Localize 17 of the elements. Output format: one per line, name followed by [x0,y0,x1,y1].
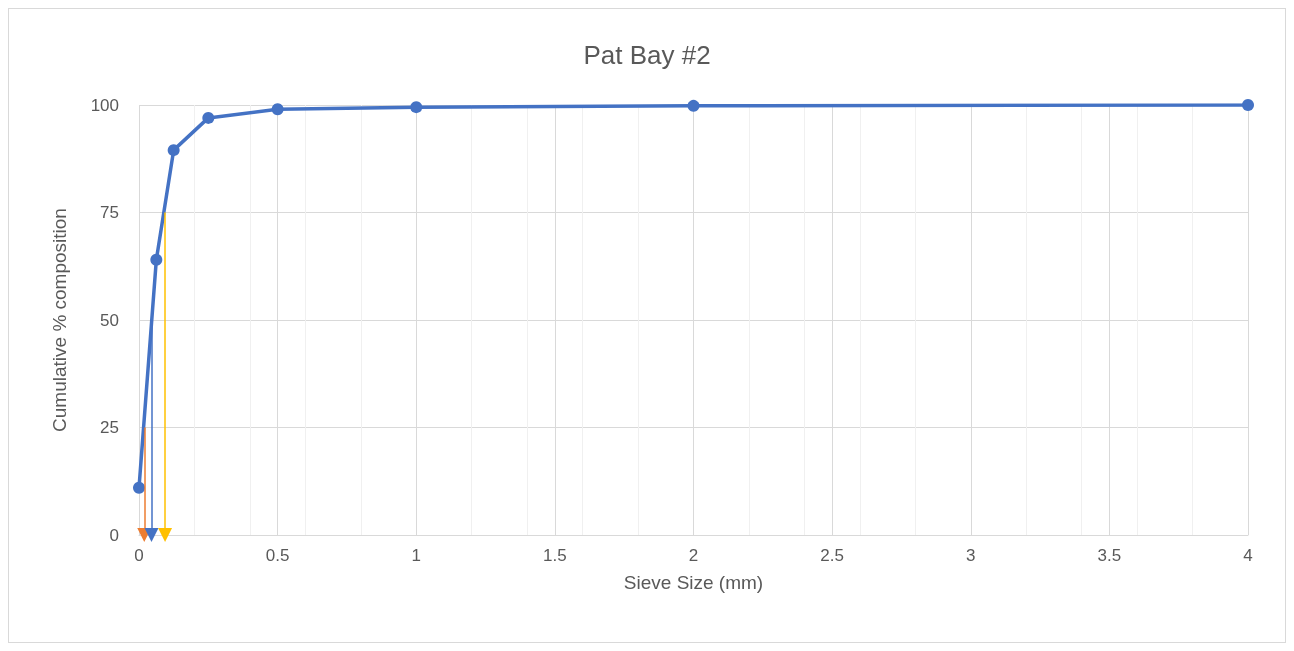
y-tick-label: 100 [90,95,119,115]
x-tick-label: 0.5 [265,546,290,565]
y-axis-title: Cumulative % composition [49,208,70,432]
y-tick-label: 25 [100,418,119,437]
y-tick-label: 75 [100,203,119,222]
x-tick-label: 0 [134,546,144,565]
x-tick-label: 3 [966,546,976,565]
y-tick-label: 0 [109,525,119,545]
x-tick-label: 3.5 [1097,546,1122,565]
x-tick-label: 2.5 [820,546,844,565]
x-tick-label: 4 [1243,546,1253,565]
x-axis-title: Sieve Size (mm) [623,572,764,593]
x-tick-label: 1.5 [543,546,567,565]
chart-title: Pat Bay #2 [583,40,711,70]
y-tick-label: 50 [100,310,119,330]
x-tick-label: 1 [411,546,421,565]
x-tick-label: 2 [688,546,699,565]
